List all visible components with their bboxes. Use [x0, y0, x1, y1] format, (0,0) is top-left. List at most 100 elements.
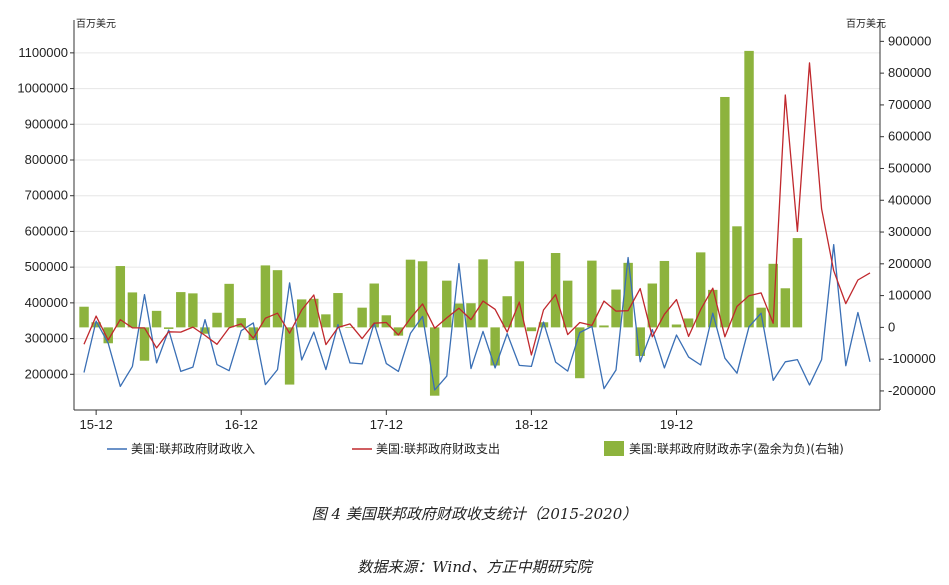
right-tick-label: 0 [888, 319, 895, 334]
deficit-bar [502, 296, 512, 328]
deficit-bar [176, 292, 186, 328]
left-tick-label: 700000 [25, 188, 68, 203]
deficit-bar [695, 252, 706, 328]
left-tick-label: 300000 [25, 331, 68, 346]
deficit-bar [248, 327, 259, 341]
deficit-bar [188, 293, 198, 328]
deficit-bar [562, 280, 573, 328]
deficit-bar [466, 303, 476, 328]
deficit-bar [514, 261, 525, 328]
deficit-bar [768, 263, 778, 328]
deficit-bar [550, 253, 561, 328]
right-tick-label: 400000 [888, 192, 931, 207]
source-note: 数据来源：Wind、方正中期研究院 [357, 558, 592, 576]
left-tick-label: 600000 [25, 223, 68, 238]
deficit-bar [732, 226, 742, 328]
legend-label-deficit: 美国:联邦政府财政赤字(盈余为负)(右轴) [629, 441, 844, 456]
figure-caption: 图 4 美国联邦政府财政收支统计（2015-2020） [311, 505, 638, 523]
deficit-bar [756, 307, 766, 328]
right-tick-label: 700000 [888, 97, 931, 112]
right-tick-label: -100000 [888, 351, 936, 366]
deficit-bar [309, 298, 319, 328]
right-tick-label: 600000 [888, 129, 931, 144]
deficit-bar [321, 314, 331, 328]
deficit-bar [683, 318, 694, 328]
deficit-bar [151, 310, 162, 328]
x-tick-label: 18-12 [515, 417, 548, 432]
deficit-bar [587, 260, 597, 328]
deficit-bar [780, 288, 791, 328]
deficit-bar [91, 322, 101, 328]
deficit-bar [454, 303, 464, 328]
deficit-bar [647, 283, 658, 328]
deficit-bar [635, 327, 645, 356]
deficit-bar [393, 327, 404, 336]
legend-label-expenditure: 美国:联邦政府财政支出 [376, 441, 500, 456]
deficit-bar [490, 327, 500, 366]
deficit-bar [744, 50, 754, 328]
deficit-bar [575, 327, 585, 379]
right-tick-label: 500000 [888, 160, 931, 175]
deficit-bar [417, 261, 428, 328]
deficit-bar [720, 96, 730, 328]
legend-label-revenue: 美国:联邦政府财政收入 [131, 441, 255, 456]
deficit-bar [671, 324, 682, 328]
deficit-bar [103, 327, 113, 344]
chart: 200000 300000 400000 500000 600000 700000 8000… [17, 17, 936, 456]
right-tick-label: 100000 [888, 288, 931, 303]
legend-swatch-deficit [604, 441, 624, 456]
deficit-bar [139, 327, 150, 361]
deficit-bar [115, 266, 126, 328]
right-axis-unit: 百万美元 [846, 17, 886, 30]
line-series [83, 62, 871, 391]
left-tick-label: 900000 [25, 116, 68, 131]
deficit-bar [538, 322, 549, 328]
deficit-bar [478, 259, 488, 328]
deficit-bar [405, 259, 416, 328]
deficit-bars [79, 50, 803, 396]
deficit-bar [623, 262, 633, 328]
x-tick-label: 15-12 [80, 417, 113, 432]
deficit-bar [236, 318, 246, 328]
deficit-bar [272, 270, 283, 328]
deficit-bar [333, 293, 343, 328]
right-tick-label: 800000 [888, 65, 931, 80]
deficit-bar [659, 260, 670, 328]
deficit-bar [708, 289, 718, 328]
expenditure-line [83, 62, 871, 356]
deficit-bar [200, 327, 210, 334]
deficit-bar [611, 289, 621, 328]
left-tick-label: 800000 [25, 152, 68, 167]
revenue-line [83, 243, 871, 391]
deficit-bar [369, 283, 379, 328]
deficit-bar [526, 327, 537, 332]
legend: 美国:联邦政府财政收入 美国:联邦政府财政支出 美国:联邦政府财政赤字(盈余为负… [107, 441, 844, 456]
deficit-bar [345, 327, 355, 329]
deficit-bar [357, 307, 367, 328]
x-tick-label: 19-12 [660, 417, 693, 432]
x-tick-label: 16-12 [225, 417, 258, 432]
right-tick-label: 900000 [888, 33, 931, 48]
deficit-bar [260, 265, 271, 328]
left-tick-label: 1000000 [17, 81, 68, 96]
left-axis-unit: 百万美元 [76, 17, 116, 30]
right-tick-label: -200000 [888, 383, 936, 398]
deficit-bar [381, 315, 392, 328]
left-tick-label: 400000 [25, 295, 68, 310]
deficit-bar [599, 325, 609, 328]
deficit-bar [442, 280, 452, 328]
left-tick-label: 500000 [25, 259, 68, 274]
left-tick-label: 1100000 [18, 45, 68, 60]
right-tick-label: 300000 [888, 224, 931, 239]
deficit-bar [79, 306, 89, 328]
deficit-bar [163, 327, 174, 329]
axes: 200000 300000 400000 500000 600000 700000 8000… [17, 20, 936, 432]
deficit-bar [284, 327, 295, 385]
deficit-bar [224, 283, 234, 328]
x-tick-label: 17-12 [370, 417, 403, 432]
left-tick-label: 200000 [25, 366, 68, 381]
deficit-bar [127, 292, 138, 328]
deficit-bar [296, 299, 307, 328]
deficit-bar [429, 327, 440, 396]
deficit-bar [212, 312, 222, 328]
